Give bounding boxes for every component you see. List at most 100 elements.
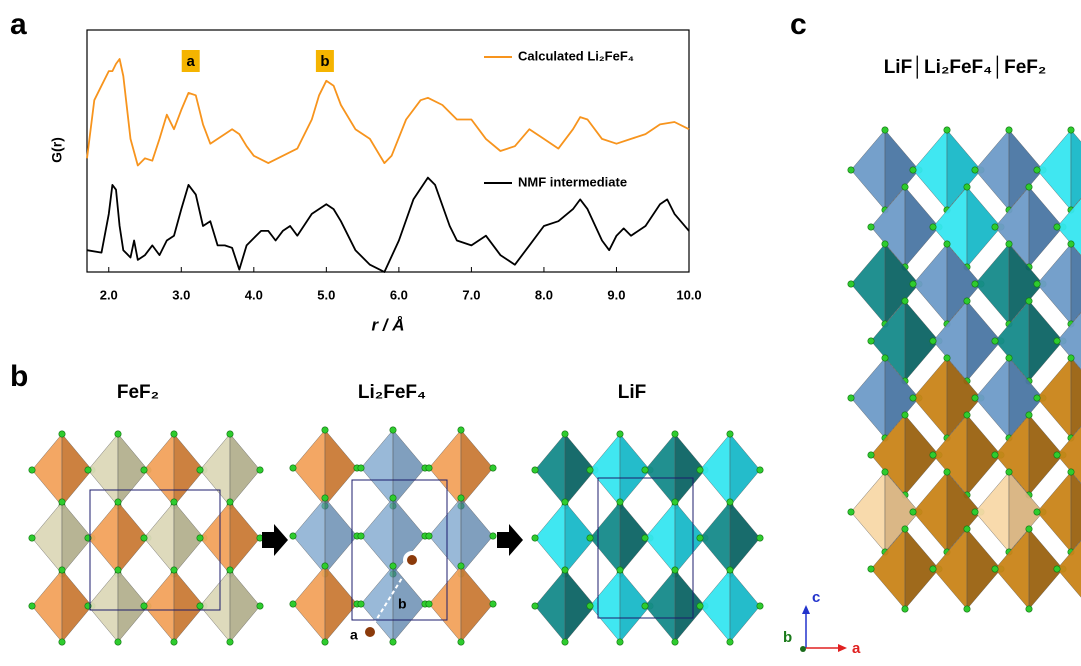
atom — [562, 499, 568, 505]
octahedron-face — [1071, 130, 1081, 210]
atom — [964, 298, 970, 304]
atom — [902, 412, 908, 418]
octahedron-face — [535, 502, 565, 574]
atom — [964, 606, 970, 612]
atom — [992, 452, 998, 458]
atom — [363, 625, 377, 639]
octahedron-face — [429, 498, 461, 574]
atom — [868, 452, 874, 458]
atom — [1034, 167, 1040, 173]
x-tick-label: 8.0 — [535, 287, 553, 302]
atom — [358, 601, 364, 607]
octahedron-face — [700, 570, 730, 642]
atom — [85, 467, 91, 473]
octahedron-face — [1037, 130, 1071, 210]
atom — [171, 499, 177, 505]
atom — [115, 499, 121, 505]
atom — [171, 567, 177, 573]
atom — [405, 553, 419, 567]
atom — [141, 467, 147, 473]
atom — [1054, 566, 1060, 572]
octahedron-face — [645, 434, 675, 506]
atom — [458, 495, 464, 501]
atom — [59, 499, 65, 505]
atom — [902, 606, 908, 612]
atom — [848, 395, 854, 401]
x-tick-label: 3.0 — [172, 287, 190, 302]
atom — [972, 395, 978, 401]
octahedron-face — [730, 434, 760, 506]
atom — [868, 566, 874, 572]
octahedron-face — [975, 130, 1009, 210]
atom — [59, 567, 65, 573]
octahedron-face — [429, 566, 461, 642]
structure-title: FeF₂ — [117, 382, 159, 403]
atom — [944, 241, 950, 247]
octahedron-face — [975, 358, 1009, 438]
atom — [227, 567, 233, 573]
atom — [358, 533, 364, 539]
octahedron-face — [645, 502, 675, 574]
x-tick-label: 6.0 — [390, 287, 408, 302]
atom — [1006, 127, 1012, 133]
octahedron-face — [851, 130, 885, 210]
x-axis-label: r / Å — [371, 315, 404, 334]
atom — [902, 184, 908, 190]
octahedron-face — [913, 130, 947, 210]
atom — [902, 298, 908, 304]
atom — [672, 431, 678, 437]
atom — [757, 535, 763, 541]
atom — [29, 467, 35, 473]
atom — [757, 467, 763, 473]
atom — [532, 603, 538, 609]
arrow — [497, 524, 523, 556]
atom — [490, 601, 496, 607]
atom — [197, 467, 203, 473]
axis-label: a — [852, 640, 861, 657]
axis-arrow — [838, 644, 847, 652]
x-tick-label: 2.0 — [100, 287, 118, 302]
atom — [197, 535, 203, 541]
atom — [1026, 526, 1032, 532]
atom — [115, 567, 121, 573]
octahedron-face — [913, 358, 947, 438]
atom — [672, 499, 678, 505]
octahedron-face — [32, 570, 62, 642]
octahedron-face — [230, 434, 260, 506]
atom — [642, 467, 648, 473]
octahedron-face — [32, 502, 62, 574]
series-line — [87, 59, 689, 166]
atom — [1054, 224, 1060, 230]
atom — [944, 355, 950, 361]
octahedron-face — [700, 502, 730, 574]
octahedron-face — [144, 502, 174, 574]
octahedron-face — [730, 570, 760, 642]
atom — [964, 184, 970, 190]
octahedron-face — [1071, 358, 1081, 438]
atom — [115, 639, 121, 645]
octahedron-face — [293, 498, 325, 574]
octahedron-face — [361, 430, 393, 506]
atom — [358, 465, 364, 471]
annotation: a — [187, 53, 196, 70]
octahedron-face — [293, 566, 325, 642]
atom — [910, 509, 916, 515]
x-tick-label: 4.0 — [245, 287, 263, 302]
octahedron-face — [461, 566, 493, 642]
atom — [458, 427, 464, 433]
marker-label: b — [398, 596, 407, 612]
octahedron-face — [535, 434, 565, 506]
octahedron-face — [645, 570, 675, 642]
atom — [944, 127, 950, 133]
atom — [972, 509, 978, 515]
atom — [848, 281, 854, 287]
atom — [1054, 338, 1060, 344]
octahedron-face — [975, 472, 1009, 552]
atom — [426, 533, 432, 539]
atom — [697, 603, 703, 609]
x-tick-label: 5.0 — [317, 287, 335, 302]
structure-title: LiF — [618, 382, 647, 403]
atom — [617, 431, 623, 437]
octahedron-face — [590, 502, 620, 574]
atom — [1026, 412, 1032, 418]
